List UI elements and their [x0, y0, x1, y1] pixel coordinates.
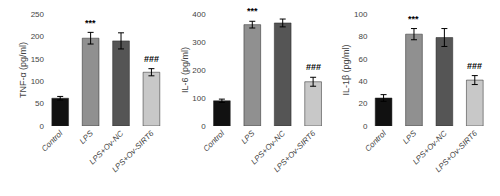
svg-text:LPS: LPS: [239, 128, 257, 146]
svg-text:IL-6 (pg/ml): IL-6 (pg/ml): [180, 47, 190, 93]
svg-text:0: 0: [363, 122, 368, 131]
svg-text:***: ***: [408, 14, 419, 24]
svg-text:300: 300: [192, 38, 206, 47]
svg-text:LPS+Ov-NC: LPS+Ov-NC: [249, 129, 287, 167]
svg-text:100: 100: [31, 77, 45, 86]
svg-text:###: ###: [467, 61, 482, 71]
svg-text:###: ###: [144, 54, 159, 64]
svg-text:###: ###: [306, 62, 321, 72]
svg-text:Control: Control: [363, 129, 388, 154]
svg-text:200: 200: [192, 66, 206, 75]
svg-text:LPS+Ov-SIRT6: LPS+Ov-SIRT6: [272, 128, 318, 174]
svg-text:***: ***: [247, 6, 258, 16]
svg-text:LPS: LPS: [78, 128, 96, 146]
svg-text:0: 0: [201, 122, 206, 131]
svg-text:400: 400: [192, 10, 206, 19]
svg-text:0: 0: [40, 122, 45, 131]
svg-text:50: 50: [35, 99, 44, 108]
svg-text:LPS+Ov-NC: LPS+Ov-NC: [411, 129, 449, 167]
svg-text:LPS+Ov-SIRT6: LPS+Ov-SIRT6: [110, 128, 156, 174]
svg-text:40: 40: [358, 77, 367, 86]
svg-text:150: 150: [31, 55, 45, 64]
svg-text:LPS+Ov-NC: LPS+Ov-NC: [88, 129, 126, 167]
svg-text:LPS: LPS: [401, 128, 419, 146]
svg-text:Control: Control: [202, 129, 227, 154]
svg-text:250: 250: [31, 10, 45, 19]
svg-text:Control: Control: [40, 129, 65, 154]
svg-text:IL-1β (pg/ml): IL-1β (pg/ml): [341, 44, 351, 95]
svg-text:20: 20: [358, 99, 367, 108]
svg-text:100: 100: [192, 94, 206, 103]
svg-text:***: ***: [85, 18, 96, 28]
svg-text:LPS+Ov-SIRT6: LPS+Ov-SIRT6: [434, 128, 480, 174]
svg-text:60: 60: [358, 55, 367, 64]
svg-text:TNF-α (pg/ml): TNF-α (pg/ml): [18, 42, 28, 98]
svg-text:100: 100: [354, 10, 368, 19]
svg-text:200: 200: [31, 32, 45, 41]
svg-text:80: 80: [358, 32, 367, 41]
